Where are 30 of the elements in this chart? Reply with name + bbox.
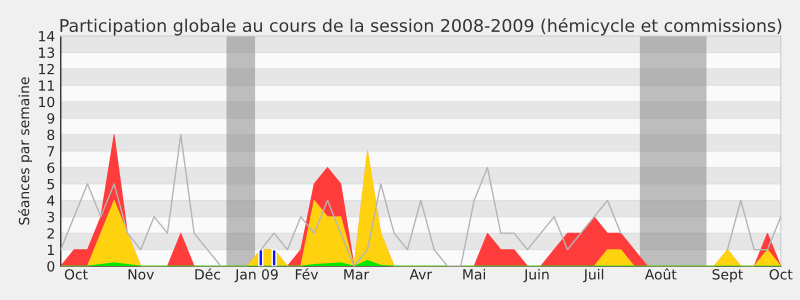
x-tick-label: Mar [344, 269, 370, 280]
y-tick-label: 0 [47, 261, 54, 272]
chart-title: Participation globale au cours de la session 2008-2009 (hémicycle et commissions) [60, 18, 782, 36]
y-tick-label: 10 [39, 96, 54, 108]
x-tick-label: Avr [410, 269, 432, 280]
x-tick-label: Déc [195, 268, 220, 280]
y-tick-label: 7 [48, 146, 54, 156]
x-tick-label: Oct [64, 269, 88, 280]
x-tick-label: Oct [770, 269, 792, 280]
x-tick-label: Juin [523, 268, 549, 282]
y-tick-label: 8 [47, 130, 54, 140]
y-tick-label: 6 [47, 162, 54, 173]
y-tick-label: 2 [47, 228, 54, 239]
y-tick-label: 11 [39, 80, 54, 91]
x-tick-label: Sept [712, 269, 743, 282]
y-tick-label: 1 [48, 244, 54, 255]
x-tick-label: Août [644, 268, 676, 280]
x-tick-label: Jan 09 [234, 269, 278, 282]
x-tick-label: Mai [463, 268, 486, 280]
y-tick-label: 9 [47, 113, 54, 124]
x-tick-label: Nov [128, 269, 154, 280]
y-tick-label: 13 [39, 47, 54, 58]
x-tick-label: Fév [296, 268, 318, 280]
y-tick-label: 3 [47, 212, 54, 222]
y-tick-label: 5 [47, 179, 54, 190]
y-tick-label: 4 [47, 196, 54, 206]
x-tick-label: Juil [583, 268, 604, 282]
y-tick-label: 14 [39, 31, 54, 42]
y-tick-label: 12 [39, 64, 54, 74]
y-axis-title: Séances par semaine [18, 77, 32, 225]
